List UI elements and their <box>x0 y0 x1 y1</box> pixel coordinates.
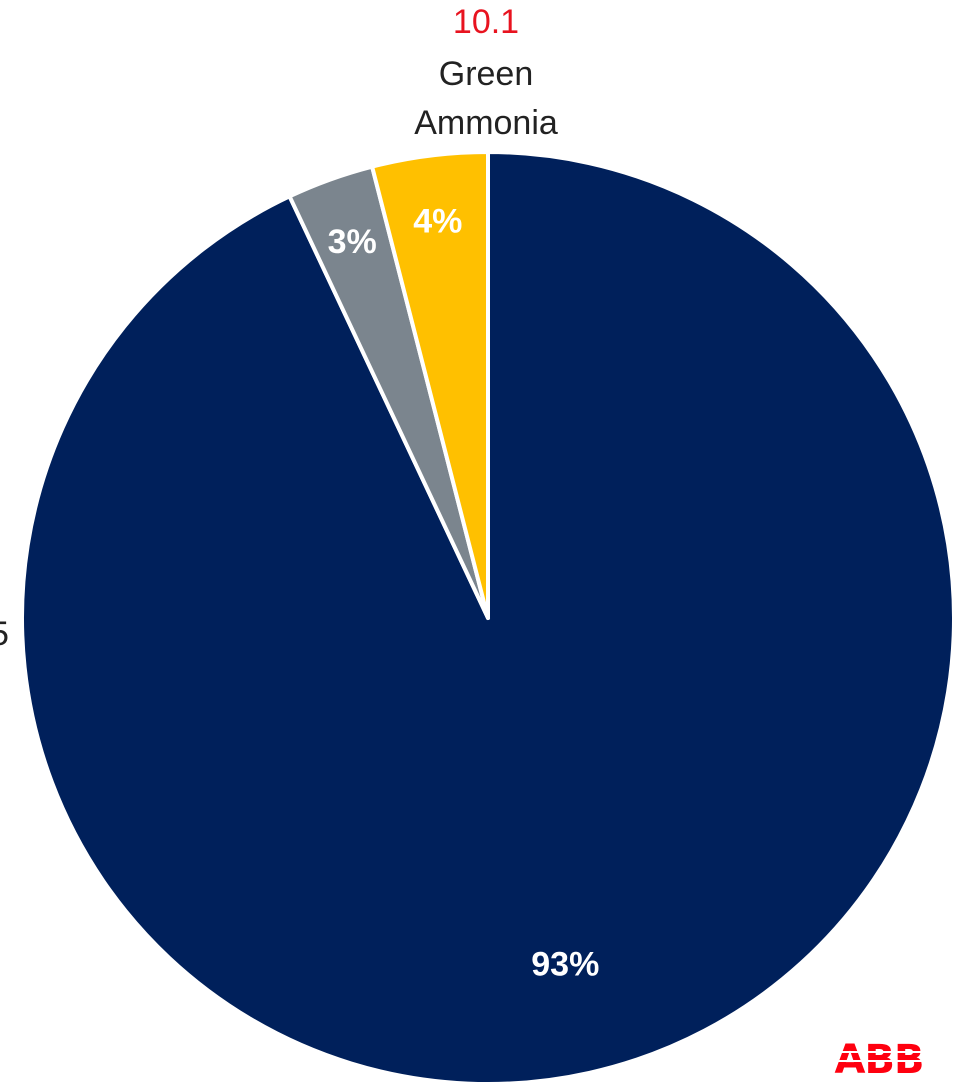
pie-labels: 93% 3% 4% <box>328 202 600 983</box>
pie-slice-3 <box>370 150 490 620</box>
callout-name-line1-green-ammonia: Green <box>439 55 534 93</box>
callout-value-green-ammonia: 10.1 <box>453 3 519 41</box>
partial-left-label: 5 <box>0 615 9 653</box>
abb-logo: ABB <box>826 1040 932 1076</box>
pie-slice-label-2: 3% <box>328 223 377 261</box>
abb-logo-text: ABB <box>835 1040 924 1076</box>
pie-slice-label-1: 93% <box>531 946 599 984</box>
callout-name-line2-green-ammonia: Ammonia <box>414 104 558 142</box>
pie-slices <box>20 150 956 1084</box>
pie-slice-label-3: 4% <box>413 202 462 240</box>
